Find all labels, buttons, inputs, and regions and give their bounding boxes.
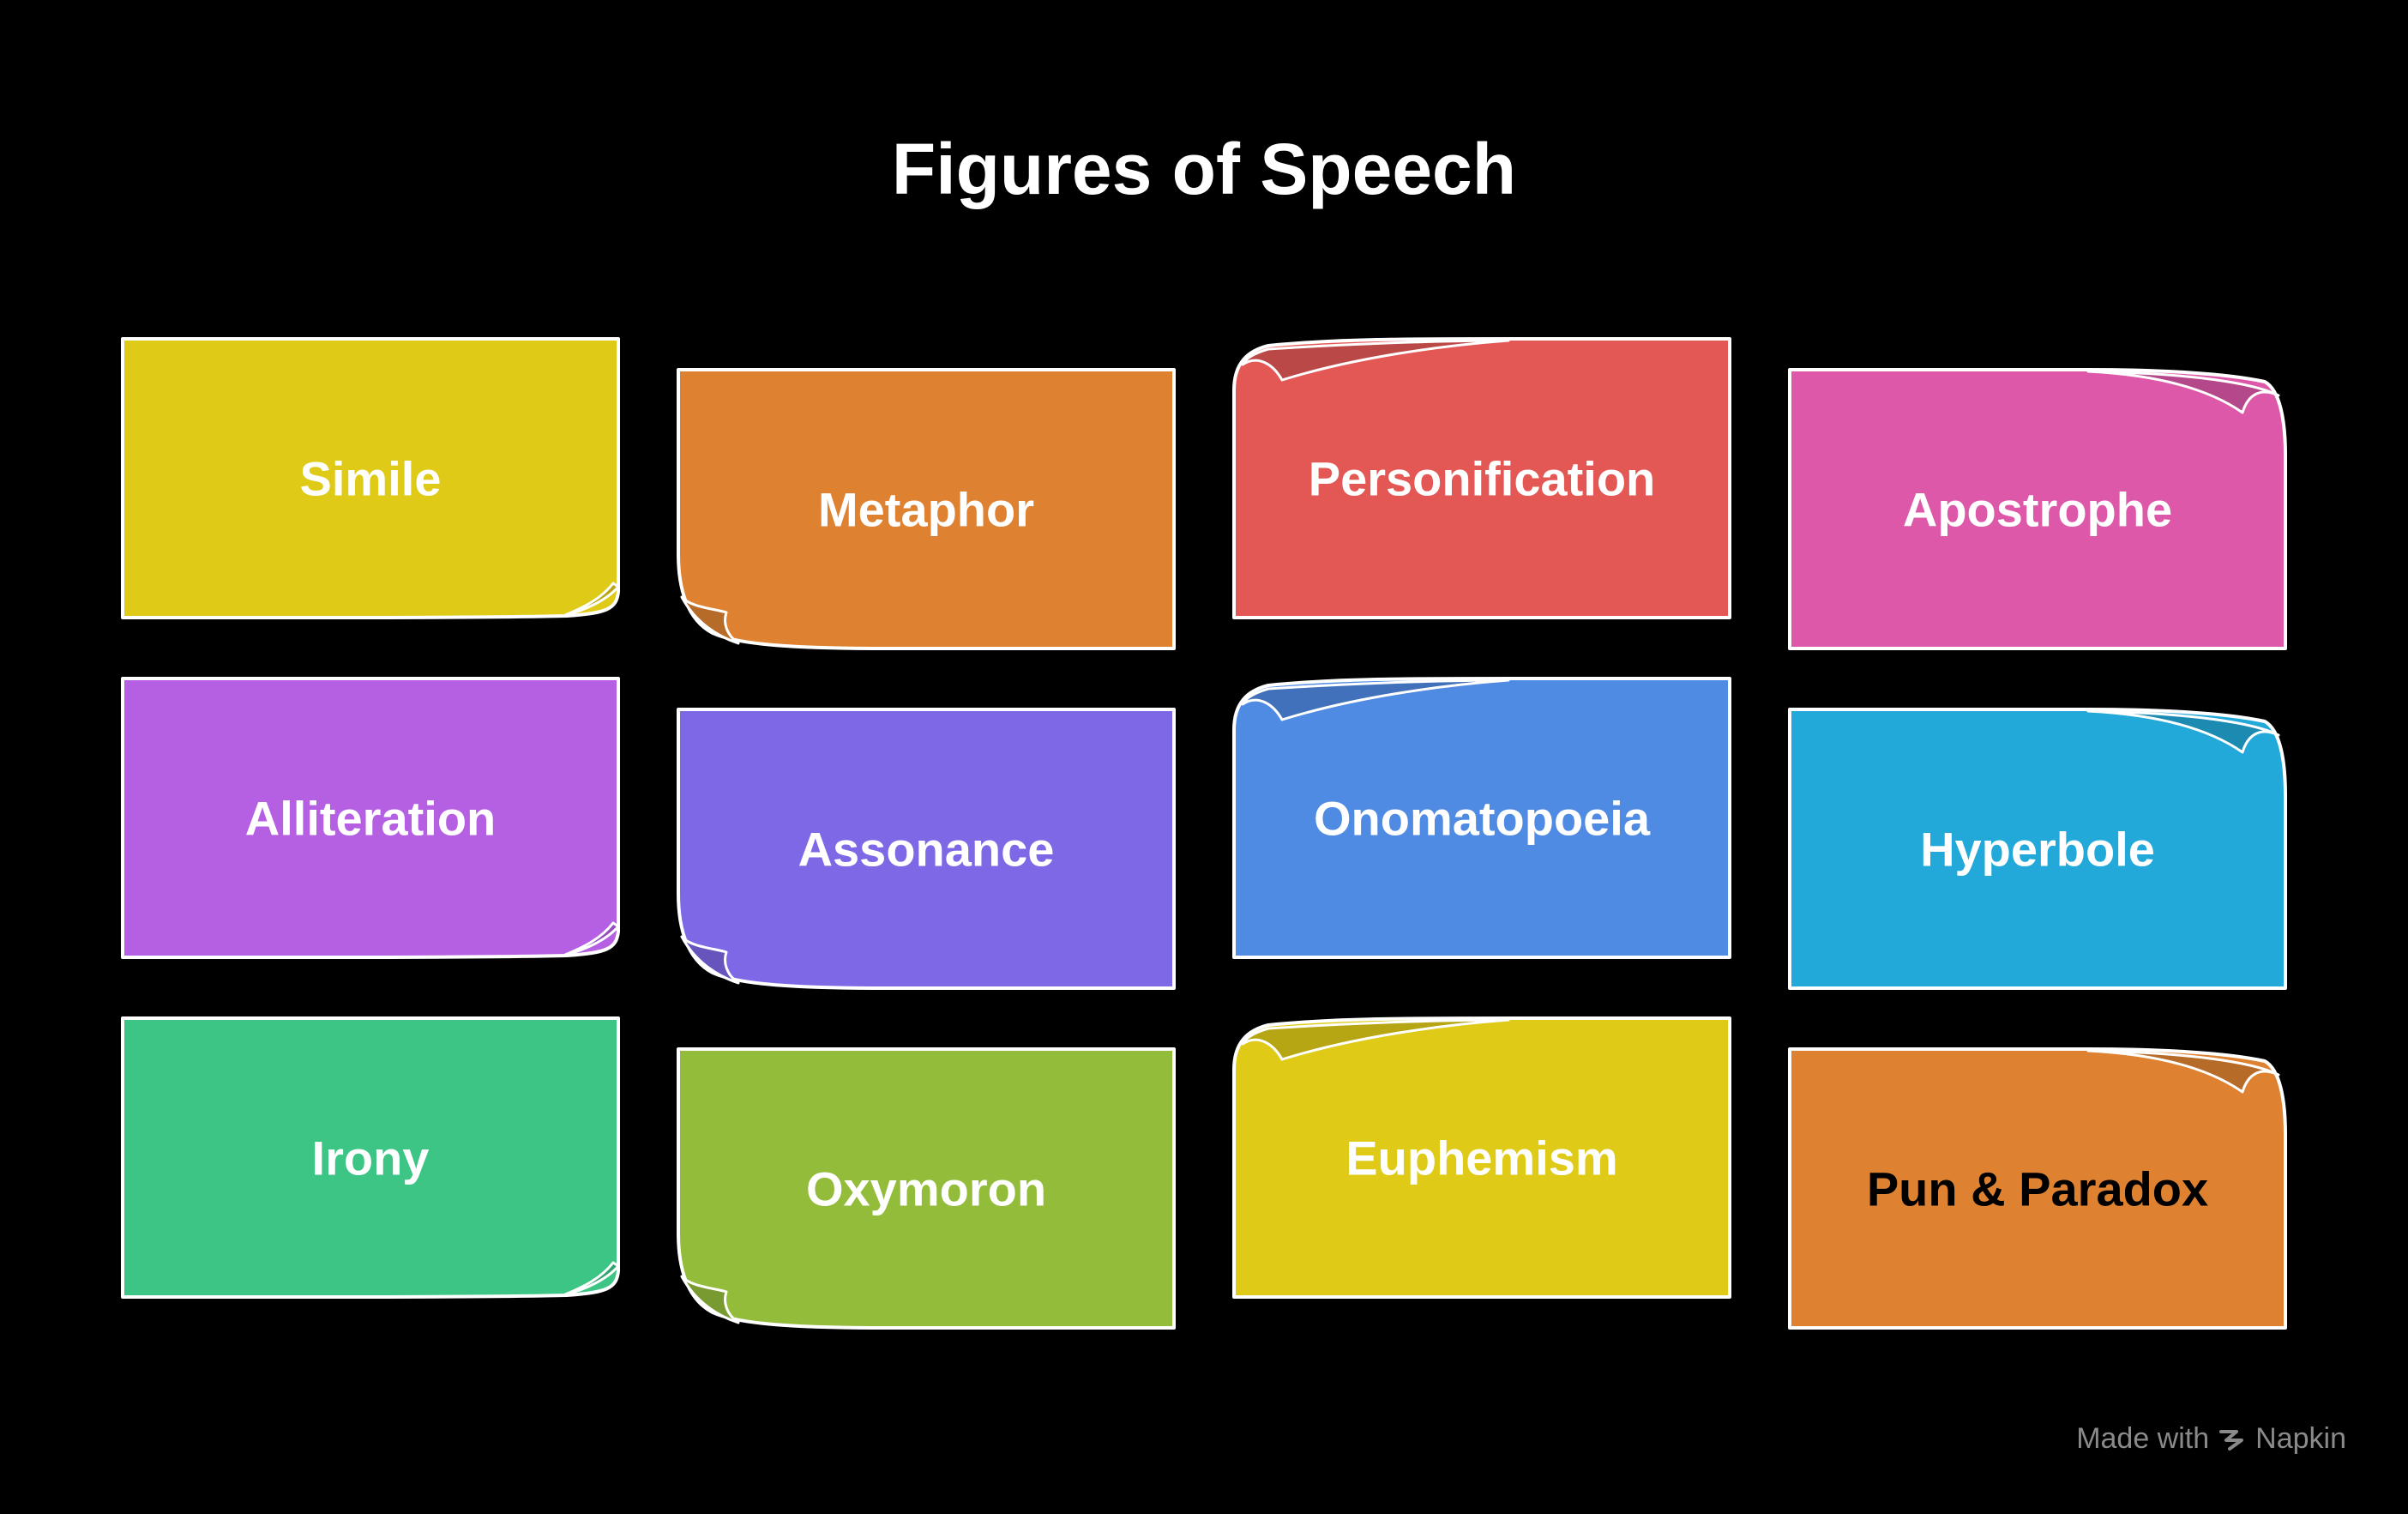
card-personification-curl [1241, 339, 1510, 382]
card-pun-paradox-label: Pun & Paradox [1867, 1162, 2208, 1216]
card-apostrophe-shape [1788, 368, 2287, 650]
card-euphemism-label: Euphemism [1345, 1131, 1617, 1185]
diagram-title: Figures of Speech [891, 129, 1517, 209]
card-irony-label: Irony [312, 1131, 430, 1185]
card-assonance-label: Assonance [798, 823, 1055, 877]
card-irony-curl [563, 1261, 620, 1296]
card-onomatopoeia: Onomatopoeia [1232, 677, 1731, 959]
card-hyperbole-shape [1788, 708, 2287, 990]
card-pun-paradox-shape [1788, 1047, 2287, 1330]
card-simile-curl [563, 582, 620, 617]
card-apostrophe-curl [2086, 370, 2280, 414]
card-metaphor: Metaphor [677, 368, 1176, 650]
card-assonance: Assonance [677, 708, 1176, 990]
card-irony: Irony [121, 1016, 620, 1299]
card-simile: Simile [121, 337, 620, 619]
card-euphemism-shape [1232, 1016, 1731, 1299]
cards-layer: Simile Metaphor Personification Apostrophe A… [121, 337, 2287, 1330]
card-personification: Personification [1232, 337, 1731, 619]
card-personification-shape [1232, 337, 1731, 619]
card-euphemism-curl [1241, 1018, 1510, 1061]
card-onomatopoeia-label: Onomatopoeia [1314, 792, 1651, 846]
card-euphemism: Euphemism [1232, 1016, 1731, 1299]
card-alliteration-curl [563, 921, 620, 956]
card-personification-label: Personification [1309, 452, 1656, 506]
card-oxymoron: Oxymoron [677, 1047, 1176, 1330]
card-alliteration: Alliteration [121, 677, 620, 959]
card-pun-paradox: Pun & Paradox [1788, 1047, 2287, 1330]
made-with-napkin-watermark: Made with Napkin [2076, 1422, 2346, 1456]
card-onomatopoeia-shape [1232, 677, 1731, 959]
card-oxymoron-curl [680, 1275, 740, 1324]
watermark-brand: Napkin [2255, 1422, 2346, 1455]
watermark-text: Made with [2076, 1422, 2210, 1455]
card-hyperbole: Hyperbole [1788, 708, 2287, 990]
card-simile-label: Simile [300, 452, 442, 506]
card-hyperbole-label: Hyperbole [1920, 823, 2155, 877]
card-simile-shape [121, 337, 620, 619]
napkin-logo-icon [2219, 1429, 2244, 1451]
card-pun-paradox-curl [2086, 1049, 2280, 1094]
card-metaphor-curl [680, 595, 740, 645]
card-irony-shape [121, 1016, 620, 1299]
card-hyperbole-curl [2086, 709, 2280, 754]
card-assonance-curl [680, 935, 740, 985]
card-metaphor-label: Metaphor [818, 483, 1034, 537]
card-apostrophe: Apostrophe [1788, 368, 2287, 650]
card-oxymoron-label: Oxymoron [806, 1162, 1046, 1216]
card-onomatopoeia-curl [1241, 679, 1510, 721]
card-apostrophe-label: Apostrophe [1903, 483, 2172, 537]
card-alliteration-shape [121, 677, 620, 959]
card-alliteration-label: Alliteration [245, 792, 496, 846]
